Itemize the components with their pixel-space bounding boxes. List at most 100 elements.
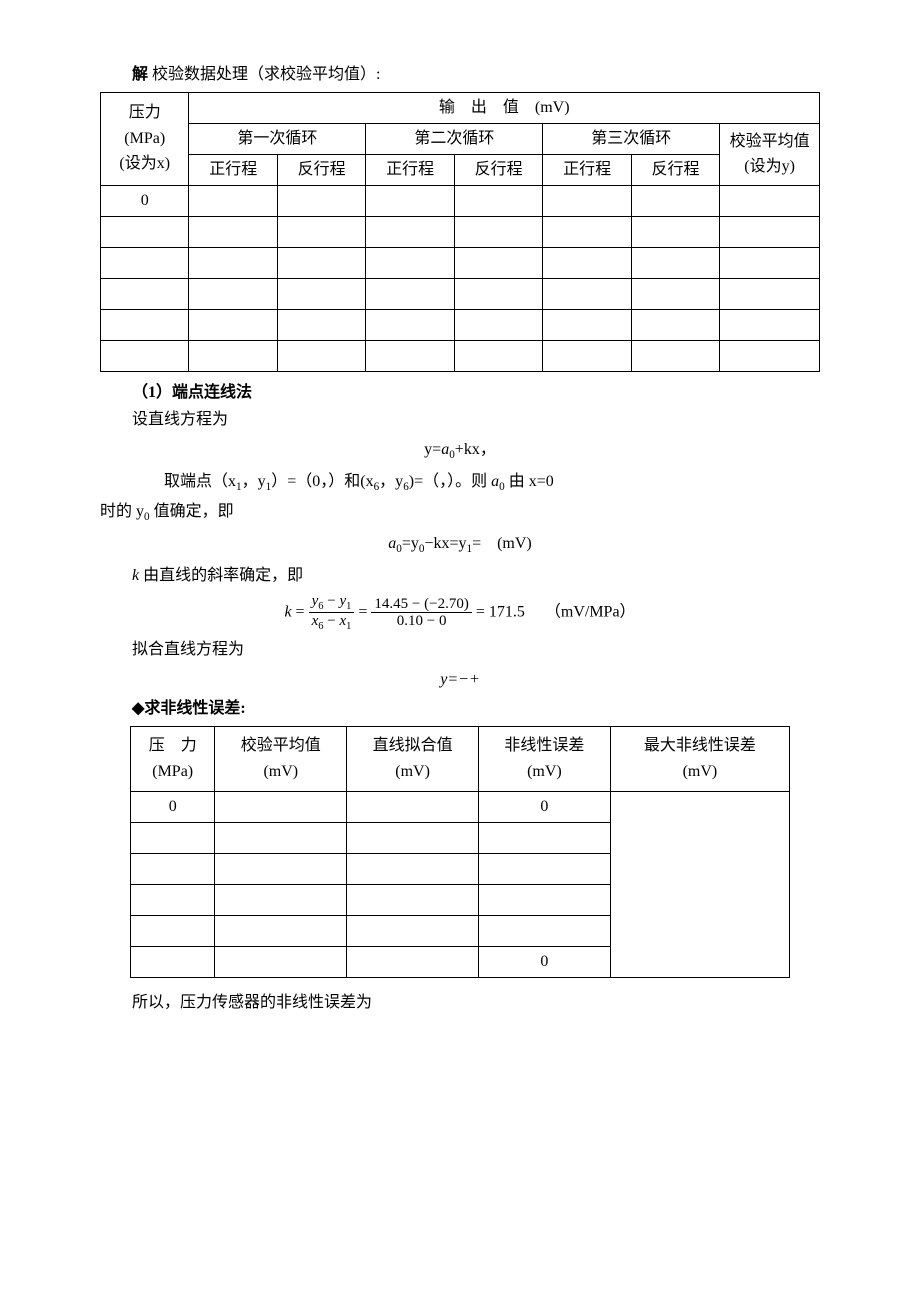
t1-c1-fwd: 正行程: [189, 154, 277, 185]
t1-cycle1: 第一次循环: [189, 123, 366, 154]
table-row: [101, 216, 820, 247]
t1-c2-fwd: 正行程: [366, 154, 454, 185]
t1-cell: [189, 247, 277, 278]
t2-cell: [479, 884, 611, 915]
k-frac2-den: 0.10 − 0: [371, 613, 471, 630]
t2-h3: 直线拟合值 (mV): [347, 726, 479, 791]
t1-cell: [101, 309, 189, 340]
t2-cell: [347, 915, 479, 946]
t1-cell: [631, 309, 719, 340]
t1-cell: [189, 278, 277, 309]
t1-cell: [189, 340, 277, 371]
t1-pressure-header: 压力 (MPa) (设为x): [101, 92, 189, 185]
table-row: [101, 340, 820, 371]
t2-r0-p: 0: [131, 791, 215, 822]
t1-c3-fwd: 正行程: [543, 154, 631, 185]
endpoint-line: 取端点（x1，y1）=（0，）和(x6，y6)=（，）。则 a0 由 x=0: [100, 469, 820, 497]
fit-line-intro: 拟合直线方程为: [100, 637, 820, 663]
t2-cell: [215, 884, 347, 915]
t2-cell: [347, 791, 479, 822]
section1-title: （1）端点连线法: [100, 380, 820, 406]
eq2: a0=y0−kx=y1= (mV): [100, 531, 820, 559]
t2-cell: [131, 853, 215, 884]
line-eq-intro: 设直线方程为: [100, 407, 820, 433]
t2-cell: [347, 822, 479, 853]
t1-cell: [189, 309, 277, 340]
t1-cell: [543, 216, 631, 247]
eq3: y=−+: [100, 667, 820, 693]
conclusion: 所以，压力传感器的非线性误差为: [100, 990, 820, 1016]
t2-cell: [215, 946, 347, 977]
eq1: y=a0+kx，: [100, 437, 820, 465]
t2-cell: [131, 915, 215, 946]
table-row: [101, 247, 820, 278]
t1-cell: [277, 278, 365, 309]
t1-c2-rev: 反行程: [454, 154, 542, 185]
t1-cell: [454, 185, 542, 216]
k-frac2: 14.45 − (−2.70) 0.10 − 0: [371, 596, 471, 630]
t1-avg-header: 校验平均值 (设为y): [720, 123, 820, 185]
t1-cell: [366, 185, 454, 216]
k-lhs: k: [284, 604, 291, 621]
calibration-table: 压力 (MPa) (设为x) 输 出 值 (mV) 第一次循环 第二次循环 第三…: [100, 92, 820, 372]
t2-cell: [479, 822, 611, 853]
k-frac2-num: 14.45 − (−2.70): [371, 596, 471, 614]
t1-c1-rev: 反行程: [277, 154, 365, 185]
k-frac1-den: x6 − x1: [309, 613, 355, 633]
t1-cell: [366, 309, 454, 340]
t1-cell: [543, 278, 631, 309]
t2-cell: [131, 946, 215, 977]
t1-cell: [454, 309, 542, 340]
k-frac1: y6 − y1 x6 − x1: [309, 593, 355, 633]
t1-cell: [720, 340, 820, 371]
table-row: [101, 278, 820, 309]
t2-cell: [131, 822, 215, 853]
t1-cell: [277, 185, 365, 216]
t1-output-header: 输 出 值 (mV): [189, 92, 820, 123]
k-equation: k = y6 − y1 x6 − x1 = 14.45 − (−2.70) 0.…: [100, 593, 820, 633]
table-row: [101, 309, 820, 340]
t1-cell: [366, 216, 454, 247]
t1-cell: [366, 278, 454, 309]
t1-cell: [543, 340, 631, 371]
t1-cycle2: 第二次循环: [366, 123, 543, 154]
t1-cell: [720, 185, 820, 216]
t2-cell: [215, 791, 347, 822]
t1-cell: [631, 185, 719, 216]
t2-cell: [347, 853, 479, 884]
t1-cell: [631, 340, 719, 371]
t1-cell: [189, 185, 277, 216]
table-row: 0 0: [131, 791, 790, 822]
t1-cell: [101, 216, 189, 247]
t1-cell: [454, 278, 542, 309]
t1-cell: [101, 247, 189, 278]
t1-cell: [366, 247, 454, 278]
t1-cell: [454, 340, 542, 371]
t2-r0-nl: 0: [479, 791, 611, 822]
t2-cell: [215, 822, 347, 853]
t1-cell: [189, 216, 277, 247]
t1-r0-p: 0: [101, 185, 189, 216]
t1-cell: [543, 185, 631, 216]
k-rhs: = 171.5: [476, 604, 525, 621]
nonlinearity-table: 压 力 (MPa) 校验平均值 (mV) 直线拟合值 (mV) 非线性误差 (m…: [130, 726, 790, 978]
t2-cell: [347, 946, 479, 977]
k-frac1-num: y6 − y1: [309, 593, 355, 614]
t1-cell: [277, 340, 365, 371]
t1-cell: [101, 340, 189, 371]
k-unit: （mV/MPa）: [545, 604, 636, 621]
t1-cell: [631, 278, 719, 309]
t1-cell: [720, 278, 820, 309]
t2-cell: [347, 884, 479, 915]
t2-cell: [215, 853, 347, 884]
t2-h1: 压 力 (MPa): [131, 726, 215, 791]
t1-cell: [543, 309, 631, 340]
endpoint-line2: 时的 y0 值确定，即: [100, 499, 820, 527]
intro-rest: 校验数据处理（求校验平均值）:: [148, 66, 380, 83]
t1-cell: [631, 216, 719, 247]
table-row: 0: [101, 185, 820, 216]
t1-cell: [366, 340, 454, 371]
t1-cell: [720, 247, 820, 278]
t2-cell: [131, 884, 215, 915]
k-intro: k 由直线的斜率确定，即: [100, 563, 820, 589]
